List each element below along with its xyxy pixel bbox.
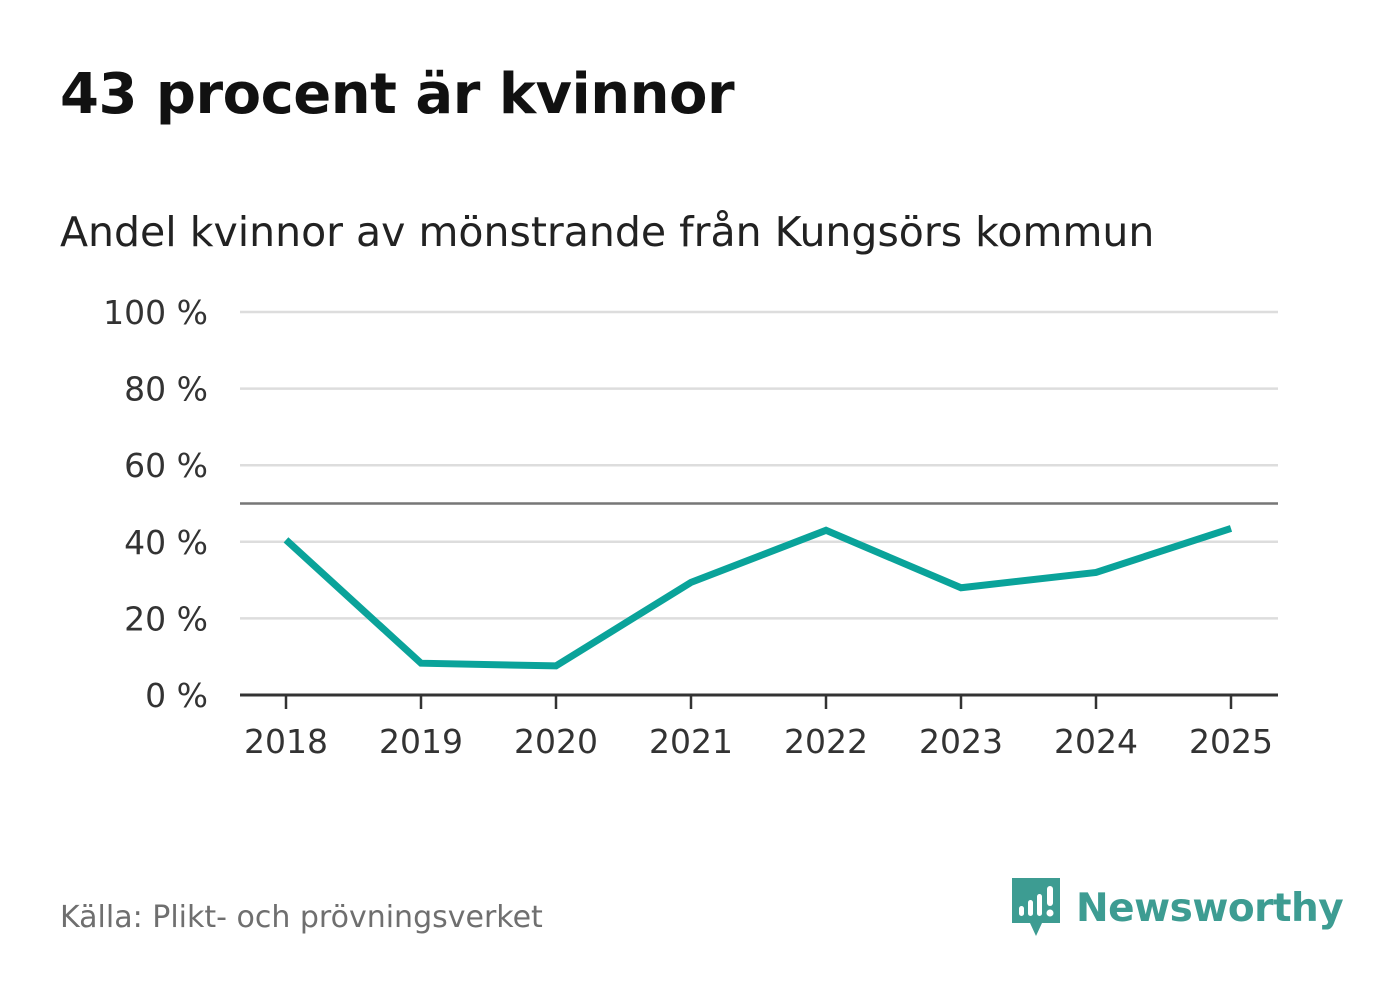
brand-name: Newsworthy [1076, 885, 1344, 931]
x-tick-label: 2023 [919, 722, 1003, 761]
chart-subtitle: Andel kvinnor av mönstrande från Kungsör… [60, 208, 1155, 256]
source-note: Källa: Plikt- och prövningsverket [60, 900, 543, 935]
x-tick-label: 2020 [514, 722, 598, 761]
y-tick-label: 40 % [124, 523, 208, 562]
x-tick-label: 2024 [1054, 722, 1138, 761]
x-tick-label: 2019 [379, 722, 463, 761]
newsworthy-logo-icon [1012, 878, 1060, 936]
x-axis [240, 693, 1278, 709]
x-tick-label: 2022 [784, 722, 868, 761]
data-series [283, 525, 1233, 670]
y-tick-label: 100 % [103, 293, 208, 332]
chart-title: 43 procent är kvinnor [60, 62, 735, 127]
x-tick-label: 2018 [244, 722, 328, 761]
y-tick-label: 0 % [145, 676, 208, 715]
y-tick-label: 80 % [124, 370, 208, 409]
y-axis-labels: 0 % 20 % 40 % 60 % 80 % 100 % [103, 293, 208, 715]
x-axis-labels: 2018 2019 2020 2021 2022 2023 2024 2025 [244, 722, 1273, 761]
y-tick-label: 20 % [124, 599, 208, 638]
series-line-0 [283, 525, 1233, 670]
y-tick-label: 60 % [124, 446, 208, 485]
gridlines [240, 310, 1278, 620]
newsworthy-brand[interactable]: Newsworthy [1010, 876, 1344, 940]
x-tick-label: 2021 [649, 722, 733, 761]
x-tick-label: 2025 [1189, 722, 1273, 761]
